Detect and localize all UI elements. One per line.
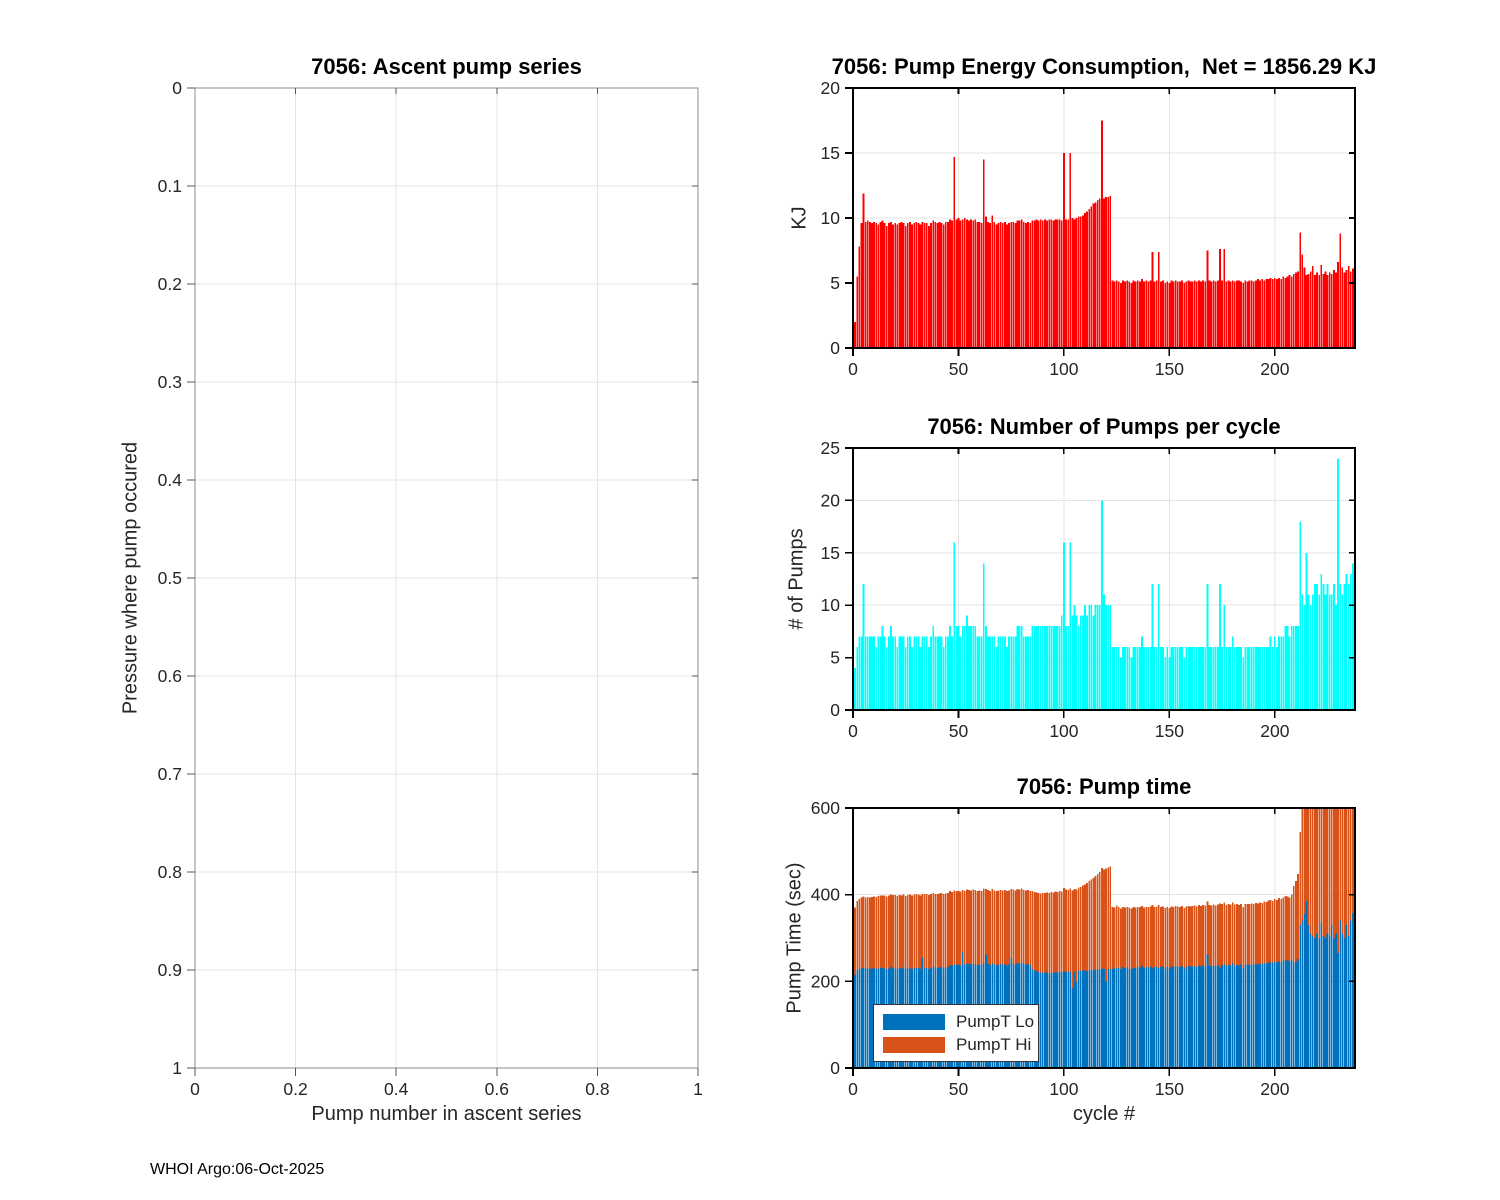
svg-text:0.4: 0.4 [158,470,183,490]
svg-text:200: 200 [811,971,840,991]
svg-text:5: 5 [830,648,840,668]
svg-text:25: 25 [821,438,840,458]
svg-text:150: 150 [1155,359,1184,379]
svg-text:50: 50 [949,721,969,741]
svg-text:0.6: 0.6 [158,666,182,686]
svg-text:15: 15 [821,543,840,563]
tick-labels: 0 50 100 150 200 0 200 400 600 [811,798,1290,1099]
footer-credit: WHOI Argo:06-Oct-2025 [150,1161,325,1178]
tick-marks [187,87,699,1076]
svg-text:50: 50 [949,1079,969,1099]
ascent-ylabel: Pressure where pump occured [119,441,142,715]
svg-text:100: 100 [1049,1079,1078,1099]
svg-text:200: 200 [1260,1079,1289,1099]
svg-text:15: 15 [821,143,840,163]
svg-text:0.7: 0.7 [158,764,182,784]
bars [854,458,1354,710]
svg-text:0.4: 0.4 [384,1079,409,1099]
svg-text:0.2: 0.2 [158,274,182,294]
svg-text:100: 100 [1049,359,1078,379]
tick-labels: 0 50 100 150 200 0 5 10 15 20 25 [821,438,1290,741]
pumpt-hi-swatch [883,1037,945,1053]
pumptime-plot-title: 7056: Pump time [1016,774,1192,799]
tick-marks [845,447,1355,718]
pumpt-lo-swatch [883,1014,945,1030]
svg-text:200: 200 [1260,359,1289,379]
axes-border [852,447,1356,711]
svg-text:0: 0 [830,338,840,358]
svg-text:0: 0 [848,721,858,741]
ascent-pump-series-plot: 0 0.2 0.4 0.6 0.8 100.10.20.30.40.50.60.70.80… [158,78,703,1099]
svg-text:20: 20 [821,78,841,98]
pumptime-xlabel: cycle # [1072,1103,1136,1125]
pumps-ylabel: # of Pumps [785,528,808,630]
tick-marks [845,87,1355,356]
svg-text:200: 200 [1260,721,1289,741]
grid-lines [195,88,698,1068]
svg-text:10: 10 [821,208,841,228]
energy-ylabel: KJ [788,206,811,230]
tick-marks [845,807,1355,1076]
svg-text:20: 20 [821,490,841,510]
svg-text:0: 0 [848,359,858,379]
svg-text:150: 150 [1155,1079,1184,1099]
pumptime-ylabel: Pump Time (sec) [783,862,806,1014]
svg-text:10: 10 [821,595,841,615]
svg-text:0: 0 [172,78,182,98]
svg-text:0.3: 0.3 [158,372,182,392]
svg-text:0.8: 0.8 [585,1079,609,1099]
svg-text:1: 1 [693,1079,703,1099]
svg-text:0.5: 0.5 [158,568,182,588]
ascent-plot-title: 7056: Ascent pump series [311,54,582,79]
svg-text:400: 400 [811,885,840,905]
svg-text:0.1: 0.1 [158,176,182,196]
ascent-xlabel: Pump number in ascent series [311,1103,582,1125]
svg-text:0: 0 [830,700,840,720]
pumps-per-cycle-plot: 0 50 100 150 200 0 5 10 15 20 25 [821,438,1356,741]
pump-energy-consumption-plot: 0 50 100 150 200 0 5 10 15 20 [821,78,1356,379]
legend-row-lo: PumpT Lo [883,1012,1034,1032]
tick-labels: 0 50 100 150 200 0 5 10 15 20 [821,78,1290,379]
pumpt-lo-label: PumpT Lo [956,1012,1035,1031]
bars [854,120,1354,348]
svg-text:150: 150 [1155,721,1184,741]
svg-text:600: 600 [811,798,840,818]
axes-border [852,807,1356,1069]
svg-text:0.2: 0.2 [283,1079,307,1099]
pumpt-hi-label: PumpT Hi [956,1035,1032,1054]
svg-text:0: 0 [830,1058,840,1078]
svg-text:0.9: 0.9 [158,960,182,980]
legend: PumpT Lo PumpT Hi [873,1004,1039,1062]
pumps-plot-title: 7056: Number of Pumps per cycle [927,414,1281,439]
svg-text:0.8: 0.8 [158,862,182,882]
pump-time-plot: 0 50 100 150 200 0 200 400 600 [811,798,1356,1099]
legend-row-hi: PumpT Hi [883,1035,1032,1055]
svg-text:0.6: 0.6 [485,1079,509,1099]
tick-labels: 0 0.2 0.4 0.6 0.8 100.10.20.30.40.50.60.70.80… [158,78,703,1099]
svg-text:0: 0 [848,1079,858,1099]
svg-text:1: 1 [172,1058,182,1078]
energy-plot-title: 7056: Pump Energy Consumption, Net = 185… [831,54,1377,79]
svg-text:0: 0 [190,1079,200,1099]
svg-text:5: 5 [830,273,840,293]
svg-text:100: 100 [1049,721,1078,741]
svg-text:50: 50 [949,359,969,379]
